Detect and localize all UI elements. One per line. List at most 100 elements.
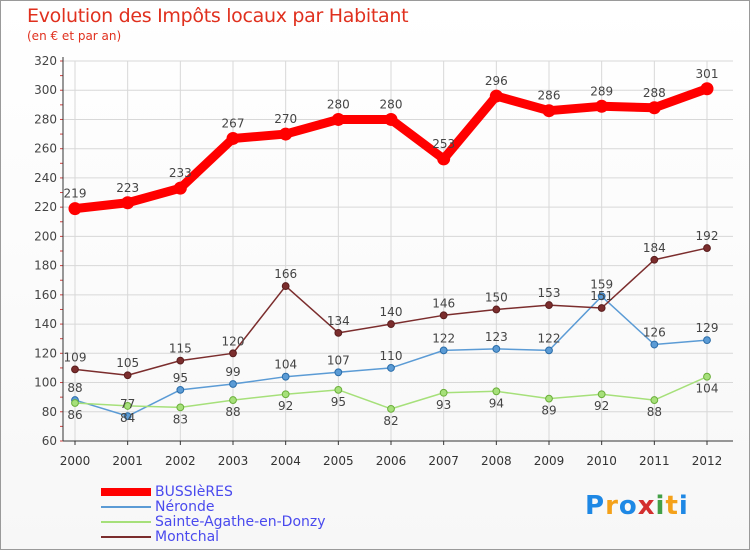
data-label: 104 bbox=[696, 382, 719, 396]
data-point bbox=[492, 305, 501, 314]
data-point bbox=[334, 328, 343, 337]
data-label: 86 bbox=[67, 408, 82, 422]
data-label: 115 bbox=[169, 342, 192, 356]
y-tick-label: 260 bbox=[34, 142, 57, 156]
x-tick-label: 2003 bbox=[218, 454, 249, 468]
data-point bbox=[281, 390, 290, 399]
data-label: 270 bbox=[274, 112, 297, 126]
data-point bbox=[492, 345, 501, 353]
x-tick-label: 2009 bbox=[534, 454, 565, 468]
data-label: 280 bbox=[327, 97, 350, 111]
data-point bbox=[545, 394, 553, 403]
data-label: 88 bbox=[67, 381, 82, 395]
y-tick-label: 80 bbox=[42, 405, 57, 419]
data-point bbox=[229, 396, 237, 404]
data-label: 92 bbox=[594, 399, 609, 413]
data-point bbox=[281, 372, 290, 381]
data-label: 166 bbox=[274, 267, 297, 281]
grid bbox=[63, 60, 733, 442]
data-point bbox=[279, 127, 293, 141]
logo-letter: P bbox=[585, 491, 606, 521]
data-point bbox=[492, 387, 501, 396]
x-tick-label: 2002 bbox=[165, 454, 196, 468]
data-point bbox=[489, 89, 503, 103]
legend-label: BUSSIèRES bbox=[155, 484, 233, 500]
line-chart: 60 80 100 120 140 160 180 200 220 240 260 280 300 320… bbox=[34, 54, 733, 468]
data-label: 89 bbox=[541, 404, 556, 418]
data-label: 153 bbox=[538, 286, 561, 300]
data-point bbox=[650, 396, 659, 404]
y-tick-label: 280 bbox=[34, 112, 57, 126]
x-tick-label: 2001 bbox=[112, 454, 143, 468]
data-label: 126 bbox=[643, 326, 666, 340]
data-point bbox=[703, 336, 711, 345]
data-point bbox=[439, 311, 448, 320]
data-label: 192 bbox=[696, 229, 719, 243]
data-label: 92 bbox=[278, 399, 293, 413]
data-label: 140 bbox=[380, 305, 403, 319]
y-tick-label: 140 bbox=[34, 317, 57, 331]
data-label: 296 bbox=[485, 74, 508, 88]
data-point bbox=[176, 385, 185, 394]
data-point bbox=[595, 99, 609, 113]
chart-subtitle: (en € et par an) bbox=[27, 29, 122, 43]
legend-swatch bbox=[101, 506, 151, 508]
axes: 60 80 100 120 140 160 180 200 220 240 260 280 300 320… bbox=[34, 54, 733, 468]
y-tick-label: 60 bbox=[42, 434, 57, 448]
data-point bbox=[387, 320, 395, 328]
data-label: 107 bbox=[327, 353, 350, 367]
series-layer bbox=[68, 82, 714, 421]
data-label: 83 bbox=[173, 412, 188, 426]
data-label: 253 bbox=[432, 137, 455, 151]
data-point bbox=[229, 380, 237, 388]
data-point bbox=[334, 385, 343, 394]
logo-letter: i bbox=[655, 491, 666, 521]
x-tick-label: 2011 bbox=[639, 454, 670, 468]
data-point bbox=[176, 356, 185, 365]
data-label: 223 bbox=[116, 181, 139, 195]
y-tick-label: 300 bbox=[34, 83, 57, 97]
legend-label: Sainte-Agathe-en-Donzy bbox=[155, 514, 326, 530]
data-label: 150 bbox=[485, 290, 508, 304]
data-label: 82 bbox=[383, 414, 398, 428]
proxiti-logo: Proxiti bbox=[585, 491, 689, 521]
data-point bbox=[545, 346, 553, 355]
data-point bbox=[121, 196, 135, 210]
data-point bbox=[281, 282, 290, 290]
data-point bbox=[387, 364, 395, 372]
data-point bbox=[597, 390, 606, 399]
x-tick-label: 2005 bbox=[323, 454, 354, 468]
legend-swatch bbox=[101, 488, 151, 496]
data-label: 123 bbox=[485, 330, 508, 344]
data-label: 233 bbox=[169, 166, 192, 180]
data-label: 159 bbox=[590, 277, 613, 291]
data-point bbox=[123, 402, 132, 410]
data-label: 219 bbox=[64, 187, 87, 201]
x-tick-label: 2000 bbox=[60, 454, 91, 468]
data-point bbox=[703, 244, 711, 252]
data-point bbox=[173, 181, 187, 195]
y-tick-label: 120 bbox=[34, 346, 57, 360]
data-label: 122 bbox=[432, 331, 455, 345]
x-tick-label: 2012 bbox=[692, 454, 723, 468]
data-label: 146 bbox=[432, 296, 455, 310]
data-label: 94 bbox=[489, 396, 504, 410]
data-point bbox=[384, 112, 398, 126]
logo-letter: o bbox=[618, 491, 638, 521]
data-label: 289 bbox=[590, 84, 613, 98]
data-label: 95 bbox=[331, 395, 346, 409]
data-point bbox=[176, 403, 185, 412]
y-tick-label: 240 bbox=[34, 171, 57, 185]
y-tick-label: 160 bbox=[34, 288, 57, 302]
data-label: 104 bbox=[274, 358, 297, 372]
logo-letter: t bbox=[665, 491, 679, 521]
y-tick-label: 320 bbox=[34, 54, 57, 68]
data-label: 286 bbox=[538, 89, 561, 103]
data-label: 95 bbox=[173, 371, 188, 385]
data-label: 93 bbox=[436, 398, 451, 412]
data-label: 301 bbox=[696, 67, 719, 81]
data-point bbox=[597, 304, 606, 312]
data-label: 88 bbox=[225, 405, 240, 419]
data-point bbox=[229, 349, 237, 358]
